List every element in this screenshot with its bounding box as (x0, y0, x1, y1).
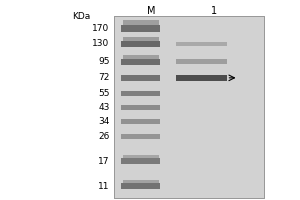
Text: 26: 26 (98, 132, 110, 141)
Bar (122, 75, 160, 81)
Text: 34: 34 (98, 117, 110, 126)
Bar (124, 37, 158, 41)
Bar (122, 91, 160, 96)
Text: M: M (147, 6, 156, 16)
Text: 17: 17 (98, 157, 110, 166)
Bar (122, 25, 160, 32)
Bar (124, 180, 158, 183)
Bar (122, 183, 160, 189)
Bar (176, 75, 226, 81)
Text: 1: 1 (212, 6, 218, 16)
Bar (122, 134, 160, 139)
Text: 72: 72 (98, 73, 110, 82)
Bar (124, 155, 158, 158)
Text: 130: 130 (92, 39, 110, 48)
Bar (124, 20, 158, 25)
Bar (122, 119, 160, 124)
Bar (114, 16, 264, 198)
Text: KDa: KDa (72, 12, 90, 21)
Bar (114, 16, 264, 198)
Bar (124, 55, 158, 59)
Text: 55: 55 (98, 89, 110, 98)
Bar (122, 59, 160, 65)
Text: 43: 43 (98, 103, 110, 112)
Bar (176, 42, 226, 46)
Bar (122, 41, 160, 47)
Bar (176, 59, 226, 64)
Text: 11: 11 (98, 182, 110, 191)
Bar (122, 105, 160, 110)
Text: 95: 95 (98, 57, 110, 66)
Bar (122, 158, 160, 164)
Text: 170: 170 (92, 24, 110, 33)
